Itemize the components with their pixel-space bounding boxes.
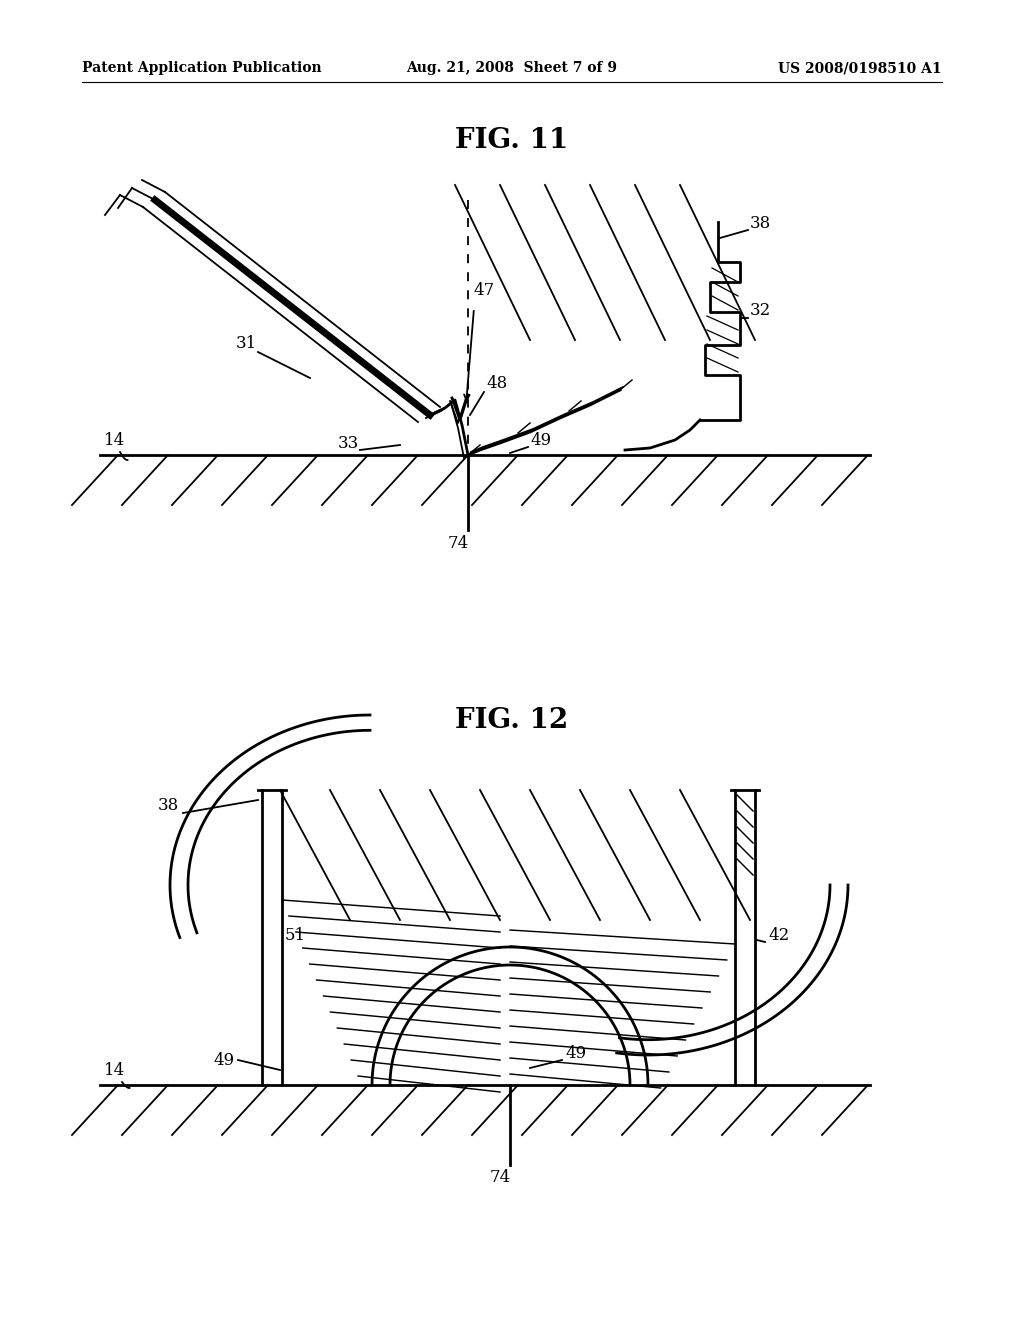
Text: US 2008/0198510 A1: US 2008/0198510 A1 xyxy=(778,61,942,75)
Text: 14: 14 xyxy=(104,1063,125,1078)
Text: 42: 42 xyxy=(768,927,790,944)
Text: 47: 47 xyxy=(473,282,495,300)
Text: 51: 51 xyxy=(285,927,306,944)
Text: 14: 14 xyxy=(104,432,125,449)
Text: 33: 33 xyxy=(338,436,359,451)
Text: 74: 74 xyxy=(489,1170,511,1185)
Text: 48: 48 xyxy=(486,375,507,392)
Text: 31: 31 xyxy=(236,335,257,352)
Text: 49: 49 xyxy=(530,432,551,449)
Text: Aug. 21, 2008  Sheet 7 of 9: Aug. 21, 2008 Sheet 7 of 9 xyxy=(407,61,617,75)
Text: 38: 38 xyxy=(158,797,179,814)
Text: 38: 38 xyxy=(750,215,771,232)
Text: 74: 74 xyxy=(447,535,469,552)
Text: 49: 49 xyxy=(565,1045,586,1063)
Text: FIG. 12: FIG. 12 xyxy=(456,706,568,734)
Text: 49: 49 xyxy=(213,1052,234,1069)
Text: FIG. 11: FIG. 11 xyxy=(456,127,568,153)
Text: Patent Application Publication: Patent Application Publication xyxy=(82,61,322,75)
Text: 32: 32 xyxy=(750,302,771,319)
